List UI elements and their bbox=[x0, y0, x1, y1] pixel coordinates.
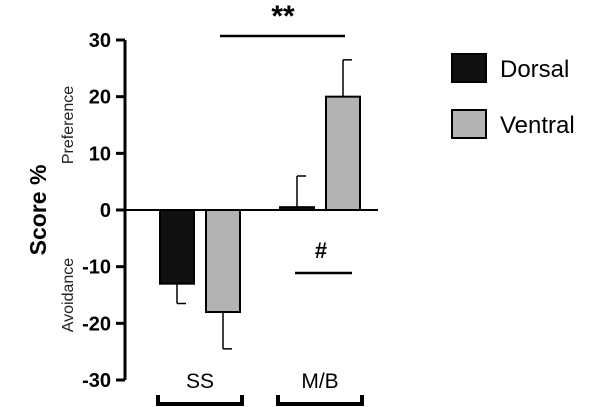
bar-ventral-ss bbox=[205, 209, 241, 313]
legend-swatch-dorsal bbox=[451, 53, 487, 83]
category-bracket bbox=[156, 395, 244, 406]
y-tick-label: 20 bbox=[89, 87, 111, 109]
legend-label-ventral: Ventral bbox=[500, 112, 575, 139]
y-tick-label: -30 bbox=[82, 370, 111, 392]
region-label-preference: Preference bbox=[60, 86, 77, 164]
y-tick-label: 0 bbox=[100, 200, 111, 222]
legend-label-dorsal: Dorsal bbox=[500, 56, 569, 83]
region-label-avoidance: Avoidance bbox=[60, 258, 77, 333]
category-label-ss: SS bbox=[186, 370, 214, 393]
bar-dorsal-mb bbox=[279, 206, 315, 212]
y-tick-label: 10 bbox=[89, 143, 111, 165]
bar-dorsal-ss bbox=[159, 209, 195, 285]
category-bracket bbox=[276, 395, 364, 406]
y-tick-label: -20 bbox=[82, 313, 111, 335]
bar-ventral-mb bbox=[325, 95, 361, 211]
significance-label-top: ** bbox=[271, 0, 295, 33]
y-axis-title: Score % bbox=[25, 165, 51, 256]
category-label-mb: M/B bbox=[301, 370, 338, 393]
y-tick-label: 30 bbox=[89, 30, 111, 52]
y-tick-label: -10 bbox=[82, 257, 111, 279]
legend-swatch-ventral bbox=[451, 109, 487, 139]
significance-label-hash: # bbox=[315, 238, 327, 263]
